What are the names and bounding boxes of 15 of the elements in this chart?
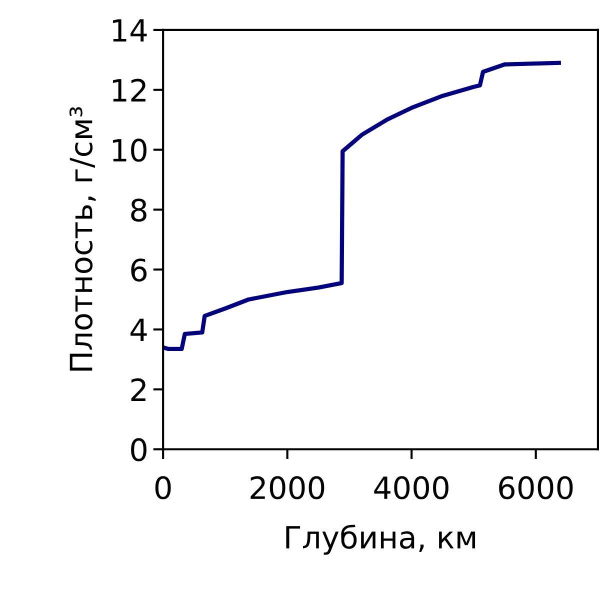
y-tick-label: 12 — [112, 78, 146, 102]
x-tick-label: 0 — [155, 476, 171, 500]
x-tick-label: 2000 — [250, 476, 324, 500]
y-tick-label: 14 — [112, 19, 147, 42]
y-tick-label: 8 — [131, 198, 146, 222]
x-tick-label: 6000 — [499, 476, 573, 500]
x-axis-title: Глубина, км — [286, 524, 476, 555]
y-tick-label: 4 — [130, 318, 147, 342]
x-tick-label: 4000 — [374, 476, 448, 500]
y-tick-label: 0 — [131, 438, 146, 462]
line-series — [163, 60, 561, 352]
y-tick-label: 10 — [112, 138, 146, 162]
y-tick-label: 2 — [131, 378, 146, 401]
y-tick-label: 6 — [131, 258, 147, 282]
y-axis-title: Плотность, г/см³ — [69, 107, 96, 371]
